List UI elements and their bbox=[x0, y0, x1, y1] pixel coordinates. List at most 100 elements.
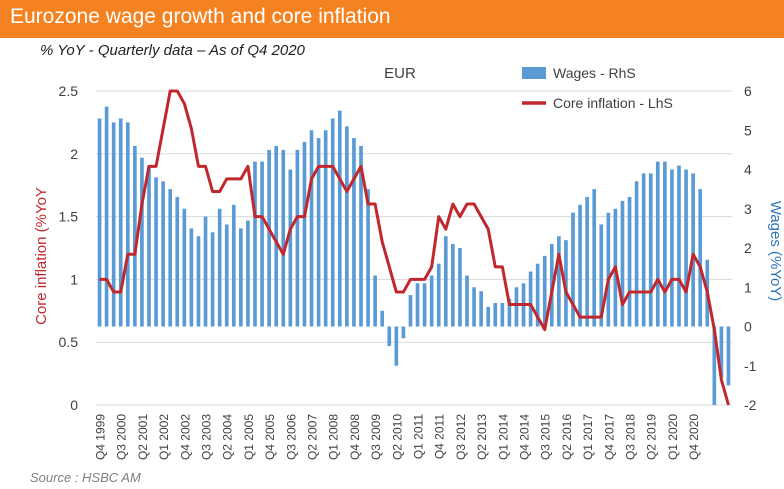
wages-bar bbox=[217, 208, 222, 327]
chart-subtitle: % YoY - Quarterly data – As of Q4 2020 bbox=[40, 42, 305, 59]
left-tick-label: 1.5 bbox=[59, 209, 79, 225]
wages-bar bbox=[125, 122, 130, 327]
wages-bar bbox=[161, 181, 165, 327]
wages-bar bbox=[154, 177, 158, 327]
x-tick-label: Q4 2005 bbox=[263, 414, 277, 460]
wages-bar bbox=[260, 161, 264, 327]
right-tick-label: -2 bbox=[744, 397, 757, 413]
wages-bar bbox=[253, 161, 257, 327]
wages-bar bbox=[182, 208, 187, 327]
wages-bar bbox=[408, 295, 413, 327]
wages-bar bbox=[641, 173, 646, 327]
legend-label-wages: Wages - RhS bbox=[553, 65, 636, 81]
x-tick-label: Q1 2011 bbox=[412, 414, 426, 459]
legend-swatch-wages bbox=[522, 67, 546, 79]
x-tick-label: Q1 2008 bbox=[327, 414, 341, 460]
wages-bar bbox=[564, 240, 568, 327]
wages-bar bbox=[387, 326, 392, 347]
left-tick-label: 0 bbox=[70, 397, 78, 413]
x-tick-label: Q1 2014 bbox=[496, 414, 510, 460]
wages-bar bbox=[422, 283, 427, 327]
wages-bar bbox=[118, 118, 123, 327]
wages-bar bbox=[578, 204, 582, 327]
x-tick-label: Q1 2017 bbox=[581, 414, 595, 460]
wages-bar bbox=[359, 145, 363, 327]
wages-bar bbox=[627, 196, 632, 327]
x-tick-label: Q1 2005 bbox=[242, 414, 256, 460]
wages-bar bbox=[239, 228, 243, 327]
wages-bar bbox=[352, 138, 356, 327]
wages-bar bbox=[133, 145, 137, 327]
chart-title: Eurozone wage growth and core inflation bbox=[10, 5, 391, 28]
wages-bar bbox=[401, 326, 406, 339]
legend: Wages - RhS Core inflation - LhS bbox=[522, 65, 673, 111]
wages-bar bbox=[147, 165, 151, 327]
left-tick-label: 1 bbox=[70, 271, 78, 287]
x-tick-label: Q4 2011 bbox=[433, 414, 447, 459]
wages-bar bbox=[281, 149, 286, 327]
wages-bar bbox=[111, 122, 116, 327]
right-tick-label: 5 bbox=[744, 122, 752, 138]
wages-bar bbox=[231, 204, 236, 327]
wages-bar bbox=[288, 169, 293, 327]
x-tick-label: Q3 2006 bbox=[284, 414, 298, 460]
wages-bar bbox=[599, 224, 604, 327]
wages-bar bbox=[380, 310, 385, 327]
x-tick-label: Q3 2000 bbox=[115, 414, 129, 460]
series-label: EUR bbox=[384, 65, 416, 82]
wages-bar bbox=[472, 287, 476, 327]
wages-bar bbox=[514, 287, 519, 327]
wages-bar bbox=[592, 189, 597, 327]
wages-bar bbox=[585, 196, 589, 327]
x-tick-label: Q3 2009 bbox=[369, 414, 383, 460]
wages-bar bbox=[571, 212, 575, 327]
wages-bars bbox=[97, 106, 731, 405]
right-tick-label: 2 bbox=[744, 240, 752, 256]
wages-bar bbox=[429, 275, 434, 327]
wages-bar bbox=[458, 248, 462, 327]
right-tick-label: 0 bbox=[744, 319, 752, 335]
wages-bar bbox=[394, 326, 399, 366]
right-tick-label: 6 bbox=[744, 83, 752, 99]
x-tick-label: Q4 2017 bbox=[602, 414, 616, 460]
wages-bar bbox=[168, 189, 173, 327]
wages-bar bbox=[691, 173, 695, 327]
x-tick-label: Q3 2015 bbox=[539, 414, 553, 460]
wages-bar bbox=[140, 157, 144, 327]
legend-label-core-inflation: Core inflation - LhS bbox=[553, 95, 673, 111]
wages-bar bbox=[295, 149, 300, 327]
wages-bar bbox=[557, 236, 561, 327]
core-inflation-series bbox=[99, 89, 730, 406]
x-tick-label: Q2 2001 bbox=[136, 414, 150, 460]
wages-bar bbox=[373, 275, 377, 327]
wages-bar bbox=[507, 299, 512, 327]
left-tick-label: 2 bbox=[70, 146, 78, 162]
wages-bar bbox=[726, 326, 731, 386]
wages-bar bbox=[316, 138, 321, 327]
wages-bar bbox=[97, 118, 102, 327]
wages-bar bbox=[224, 224, 229, 327]
wages-bar bbox=[655, 161, 660, 327]
wages-bar bbox=[528, 271, 533, 327]
wages-bar bbox=[451, 244, 455, 327]
x-tick-label: Q3 2012 bbox=[454, 414, 468, 460]
wages-bar bbox=[246, 220, 250, 327]
right-tick-label: -1 bbox=[744, 358, 757, 374]
wages-bar bbox=[712, 326, 717, 405]
wages-bar bbox=[479, 291, 483, 327]
x-tick-label: Q4 2008 bbox=[348, 414, 362, 460]
wages-bar bbox=[323, 130, 328, 327]
wages-bar bbox=[698, 189, 703, 327]
wages-bar bbox=[535, 263, 540, 327]
x-tick-label: Q4 2020 bbox=[687, 414, 701, 460]
wages-bar bbox=[670, 169, 674, 327]
wages-bar bbox=[634, 181, 639, 327]
wages-bar bbox=[606, 212, 611, 327]
left-tick-label: 2.5 bbox=[59, 83, 79, 99]
x-tick-label: Q2 2013 bbox=[475, 414, 489, 460]
wages-bar bbox=[443, 236, 448, 327]
x-tick-label: Q2 2019 bbox=[645, 414, 659, 460]
wages-bar bbox=[542, 255, 547, 327]
wages-bar bbox=[465, 275, 469, 327]
